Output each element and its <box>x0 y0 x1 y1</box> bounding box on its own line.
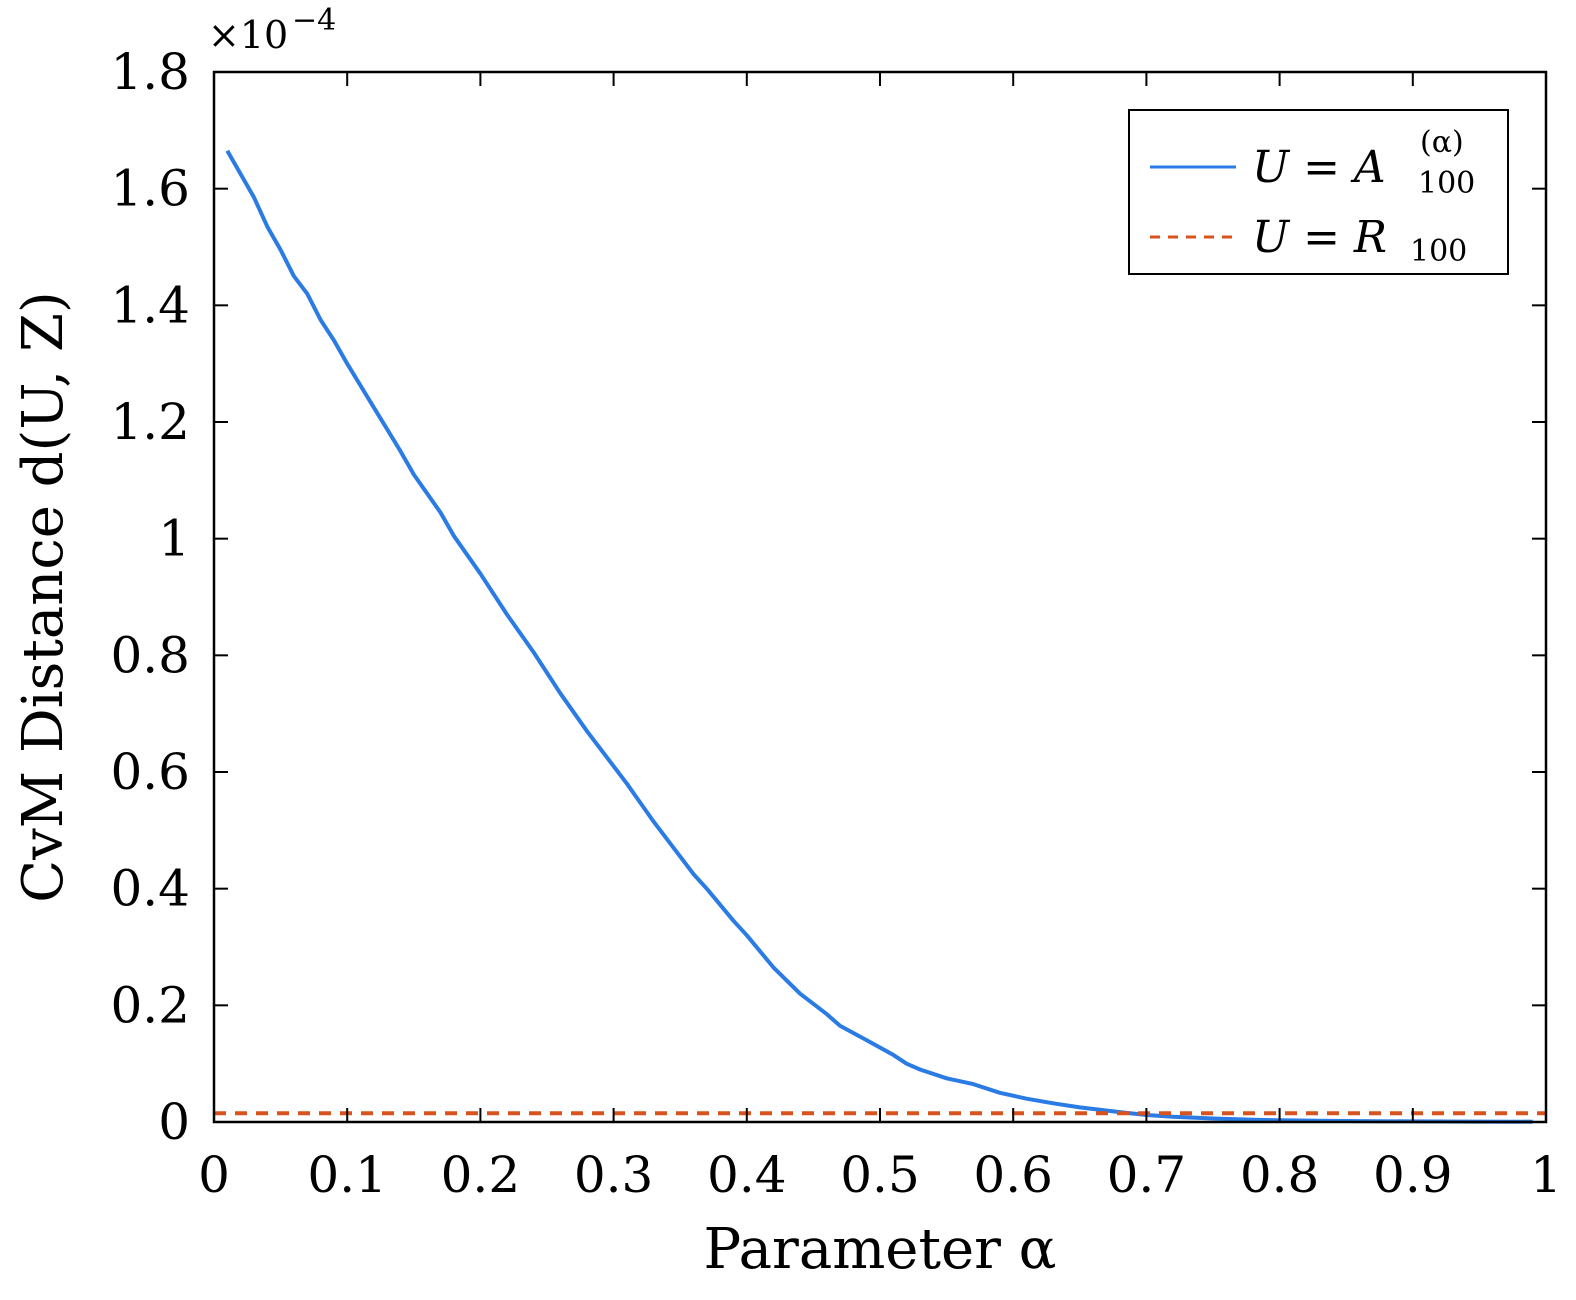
legend: U = A (α) 100 U = R 100 <box>1128 109 1509 275</box>
x-tick-label: 0.5 <box>840 1146 920 1204</box>
x-axis-title: Parameter α <box>704 1217 1057 1282</box>
x-tick-label: 0.6 <box>973 1146 1053 1204</box>
series-a-line <box>225 149 1533 1124</box>
legend-label-series-b: U = R <box>1252 212 1387 263</box>
legend-label-series-a-main: U = A <box>1252 142 1386 193</box>
x-tick-label: 0.8 <box>1240 1146 1320 1204</box>
y-exponent-power: −4 <box>292 3 336 38</box>
y-exponent-base: ×10 <box>208 13 288 57</box>
x-tick-label: 0.3 <box>574 1146 654 1204</box>
x-tick-label: 1 <box>1530 1146 1562 1204</box>
legend-label-series-b-sub: 100 <box>1410 234 1467 269</box>
legend-label-series-a-sub: 100 <box>1418 166 1475 201</box>
y-exponent: ×10 −4 <box>208 3 336 57</box>
x-tick-label: 0.2 <box>441 1146 521 1204</box>
legend-box <box>1128 109 1509 275</box>
y-tick-label: 0 <box>158 1093 190 1151</box>
y-tick-label: 1.8 <box>110 43 190 101</box>
x-tick-label: 0.4 <box>707 1146 787 1204</box>
x-tick-label: 0.9 <box>1373 1146 1453 1204</box>
x-tick-label: 0.1 <box>307 1146 387 1204</box>
y-axis-title: CvM Distance d(U, Z) <box>11 291 76 903</box>
y-tick-label: 1.6 <box>110 160 190 218</box>
legend-label-series-a-sup: (α) <box>1420 125 1464 160</box>
tick-labels: 0 0.1 0.2 0.3 0.4 0.5 0.6 0.7 0.8 0.9 1 0 0.2 0.4 0.6 0… <box>110 43 1561 1204</box>
y-tick-label: 0.2 <box>110 976 190 1034</box>
y-tick-label: 1.2 <box>110 393 190 451</box>
y-tick-label: 0.4 <box>110 860 190 918</box>
x-tick-label: 0.7 <box>1107 1146 1187 1204</box>
legend-label-series-b-main: U = R <box>1252 212 1387 263</box>
y-tick-label: 0.8 <box>110 626 190 684</box>
y-tick-label: 1 <box>158 510 190 568</box>
plot-lines <box>214 149 1546 1124</box>
legend-label-series-a: U = A <box>1252 142 1386 193</box>
y-tick-label: 1.4 <box>110 276 190 334</box>
y-tick-label: 0.6 <box>110 743 190 801</box>
tick-marks <box>213 71 1547 1123</box>
x-tick-label: 0 <box>198 1146 230 1204</box>
